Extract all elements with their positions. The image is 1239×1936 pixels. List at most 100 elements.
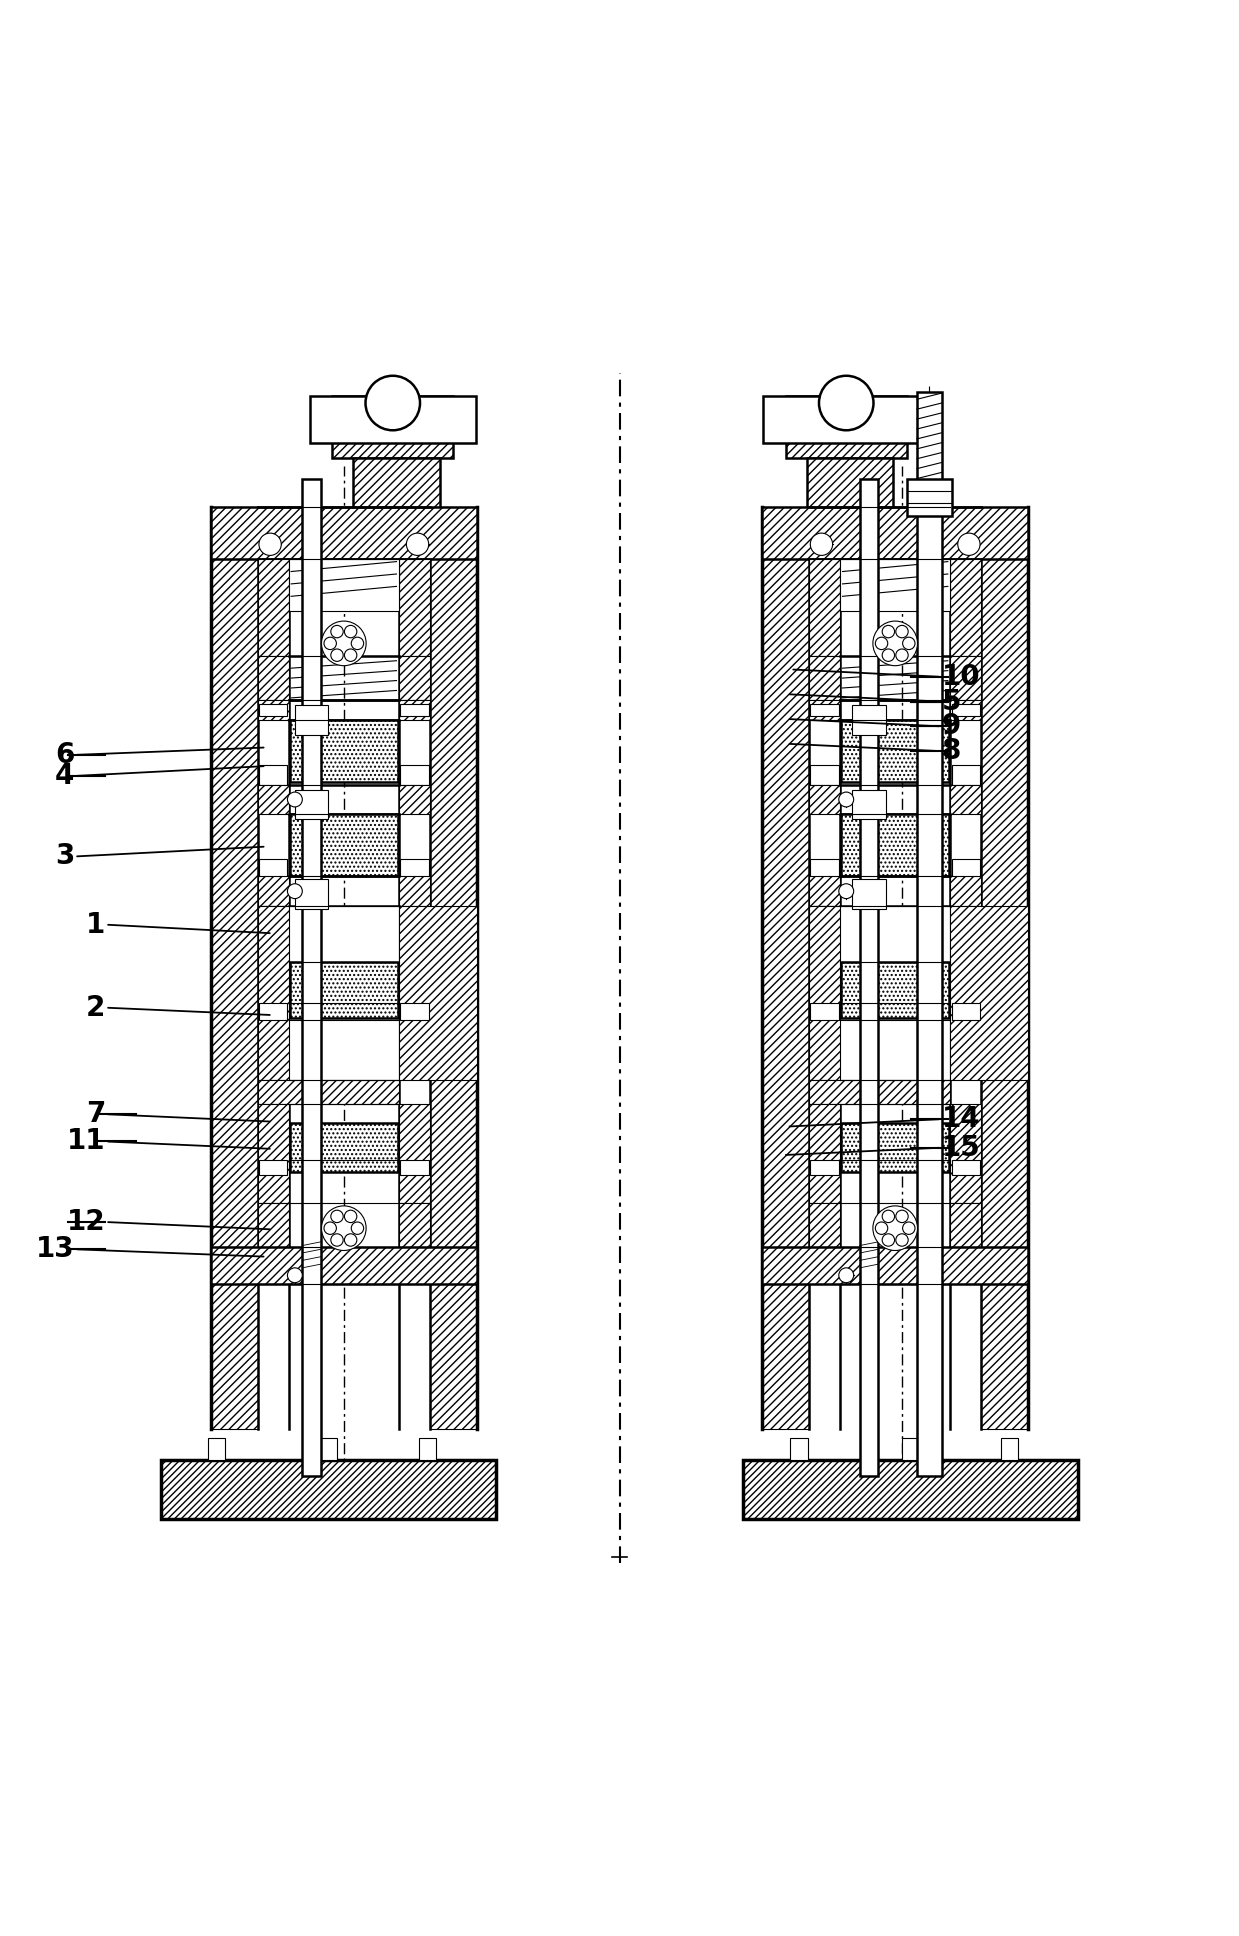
Bar xyxy=(302,478,321,1475)
Bar xyxy=(902,1438,919,1460)
Bar xyxy=(852,790,886,819)
Circle shape xyxy=(331,625,343,637)
Bar xyxy=(952,705,980,716)
Bar xyxy=(259,860,287,879)
Bar xyxy=(952,765,980,784)
Circle shape xyxy=(325,1222,337,1235)
Circle shape xyxy=(331,1210,343,1222)
Bar xyxy=(809,1080,950,1104)
Bar xyxy=(258,701,289,720)
Bar xyxy=(320,1438,337,1460)
Bar xyxy=(807,457,893,523)
Bar xyxy=(211,507,258,1429)
Circle shape xyxy=(344,625,357,637)
Circle shape xyxy=(882,649,895,662)
Bar xyxy=(809,784,840,815)
Bar xyxy=(950,1204,981,1247)
Text: 7: 7 xyxy=(85,1100,105,1129)
Circle shape xyxy=(331,1233,343,1247)
Bar xyxy=(399,560,430,656)
Bar xyxy=(400,765,429,784)
Bar xyxy=(809,656,840,701)
Bar xyxy=(258,1080,399,1104)
Bar xyxy=(161,1460,496,1520)
Bar xyxy=(841,962,949,1018)
Bar xyxy=(852,705,886,736)
Bar xyxy=(258,656,289,701)
Bar xyxy=(295,879,328,908)
Circle shape xyxy=(287,1268,302,1284)
Circle shape xyxy=(882,1210,895,1222)
Circle shape xyxy=(872,1206,917,1251)
Circle shape xyxy=(872,621,917,666)
Bar xyxy=(259,705,287,716)
Bar xyxy=(981,507,1028,1429)
Circle shape xyxy=(896,625,908,637)
Bar xyxy=(810,1003,839,1020)
Bar xyxy=(430,507,477,1429)
Bar xyxy=(290,962,398,1018)
Bar xyxy=(950,784,981,815)
Bar xyxy=(400,860,429,879)
Circle shape xyxy=(352,637,364,650)
Circle shape xyxy=(958,532,980,556)
Text: 6: 6 xyxy=(55,741,74,769)
Bar xyxy=(763,395,929,443)
Circle shape xyxy=(287,883,302,898)
Circle shape xyxy=(344,1233,357,1247)
Bar xyxy=(419,1438,436,1460)
Bar xyxy=(353,457,440,523)
Circle shape xyxy=(322,1206,367,1251)
Bar xyxy=(950,906,1028,1080)
Bar xyxy=(907,478,952,515)
Bar xyxy=(840,560,950,612)
Bar xyxy=(399,784,430,815)
Bar xyxy=(399,1204,430,1247)
Bar xyxy=(762,1247,1028,1284)
Circle shape xyxy=(839,883,854,898)
Bar xyxy=(399,906,477,1080)
Text: 8: 8 xyxy=(942,738,961,765)
Text: 1: 1 xyxy=(85,910,105,939)
Text: 14: 14 xyxy=(942,1105,980,1133)
Bar xyxy=(258,906,399,1080)
Bar xyxy=(259,765,287,784)
Circle shape xyxy=(406,532,429,556)
Bar xyxy=(950,701,981,720)
Circle shape xyxy=(366,376,420,430)
Circle shape xyxy=(882,1233,895,1247)
Bar xyxy=(399,1104,430,1204)
Bar xyxy=(259,1003,287,1020)
Bar xyxy=(400,1160,429,1175)
Bar xyxy=(762,507,1028,560)
Circle shape xyxy=(259,532,281,556)
Bar xyxy=(258,906,289,1080)
Circle shape xyxy=(882,625,895,637)
Bar xyxy=(950,877,981,906)
Bar xyxy=(332,395,453,457)
Bar xyxy=(400,705,429,716)
Bar xyxy=(399,877,430,906)
Bar xyxy=(917,391,942,1475)
Bar xyxy=(952,1003,980,1020)
Bar xyxy=(952,860,980,879)
Circle shape xyxy=(352,1222,364,1235)
Bar xyxy=(258,784,289,815)
Circle shape xyxy=(875,637,887,650)
Circle shape xyxy=(322,621,367,666)
Bar xyxy=(852,879,886,908)
Bar xyxy=(841,720,949,782)
Circle shape xyxy=(325,637,337,650)
Bar xyxy=(810,860,839,879)
Bar xyxy=(841,815,949,877)
Bar xyxy=(809,906,840,1080)
Bar xyxy=(950,560,981,656)
Bar xyxy=(259,1160,287,1175)
Circle shape xyxy=(902,637,914,650)
Bar xyxy=(841,1123,949,1173)
Bar xyxy=(400,1003,429,1020)
Circle shape xyxy=(875,1222,887,1235)
Circle shape xyxy=(902,1222,914,1235)
Text: 9: 9 xyxy=(942,712,961,740)
Bar xyxy=(295,705,328,736)
